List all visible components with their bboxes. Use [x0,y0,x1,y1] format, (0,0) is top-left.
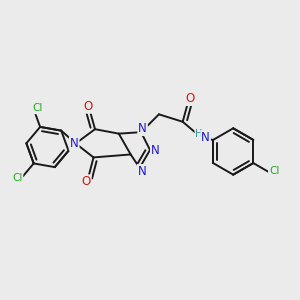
Text: Cl: Cl [33,103,43,113]
Text: O: O [82,175,91,188]
Text: N: N [138,165,146,178]
Text: N: N [151,143,160,157]
Text: H: H [195,129,203,139]
Text: Cl: Cl [12,173,22,183]
Text: O: O [83,100,92,113]
Text: O: O [185,92,195,105]
Text: N: N [201,131,210,144]
Text: N: N [138,122,147,135]
Text: N: N [70,137,79,150]
Text: Cl: Cl [269,167,279,176]
